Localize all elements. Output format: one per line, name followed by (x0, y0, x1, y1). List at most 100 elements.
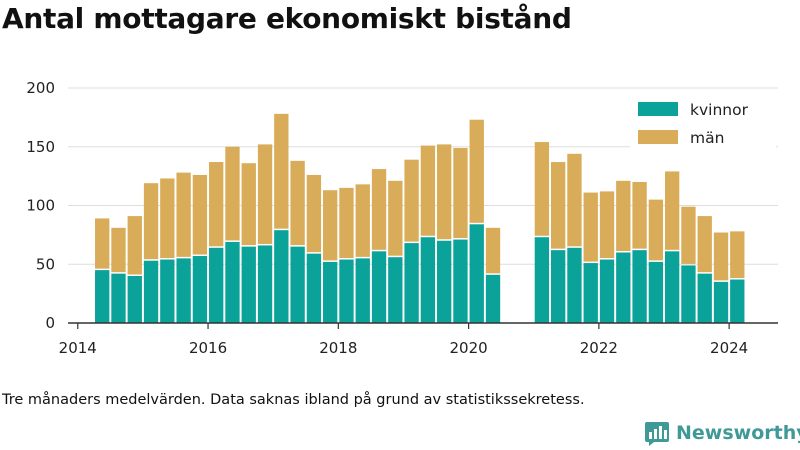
x-axis (68, 322, 778, 329)
bar-kvinnor (339, 259, 354, 323)
bar-kvinnor (616, 252, 631, 323)
bar-man (192, 174, 208, 255)
bar-kvinnor (192, 256, 208, 323)
legend-swatch (638, 102, 678, 116)
bar-kvinnor (534, 237, 550, 323)
bar-kvinnor (290, 246, 305, 323)
legend-label: män (690, 129, 724, 147)
bar-kvinnor (388, 257, 403, 323)
y-tick-label: 150 (26, 138, 55, 156)
bar-kvinnor (306, 253, 322, 323)
bar-kvinnor (567, 247, 582, 323)
bar-kvinnor (160, 259, 175, 323)
legend-label: kvinnor (690, 101, 749, 119)
bar-kvinnor (111, 273, 126, 323)
bar-man (388, 180, 403, 256)
x-tick-label: 2022 (580, 339, 618, 357)
bar-kvinnor (225, 241, 240, 323)
bar-kvinnor (143, 260, 159, 323)
bar-man (648, 199, 664, 261)
y-tick-label: 0 (45, 314, 55, 332)
bar-man (485, 227, 501, 274)
bar-kvinnor (485, 274, 501, 323)
bar-man (469, 119, 484, 223)
bar-man (632, 182, 647, 249)
bar-man (599, 191, 615, 259)
bar-kvinnor (420, 237, 436, 323)
bar-kvinnor (730, 279, 745, 323)
bar-kvinnor (713, 281, 729, 323)
bar-kvinnor (550, 250, 566, 323)
bar-man (274, 113, 289, 229)
y-tick-labels: 0 50 100 150 200 (26, 79, 55, 332)
x-tick-label: 2016 (189, 339, 227, 357)
bar-man (160, 178, 175, 259)
bar-kvinnor (355, 258, 370, 323)
bar-kvinnor (257, 245, 273, 323)
bar-kvinnor (274, 230, 289, 323)
bar-man (95, 218, 110, 269)
bar-man (306, 174, 322, 253)
bar-man (567, 153, 582, 247)
bar-man (550, 162, 566, 249)
y-tick-label: 100 (26, 197, 55, 215)
bar-man (404, 159, 419, 242)
bar-kvinnor (648, 261, 664, 323)
y-tick-label: 50 (36, 255, 55, 273)
bar-kvinnor (583, 263, 598, 323)
bar-man (323, 190, 338, 261)
bar-kvinnor (664, 251, 680, 323)
bar-man (583, 192, 598, 262)
bar-kvinnor (404, 243, 419, 323)
bar-man (225, 146, 240, 241)
bar-man (730, 231, 745, 279)
bar-kvinnor (176, 258, 191, 323)
legend-swatch (638, 130, 678, 144)
bar-man (143, 183, 159, 260)
bar-kvinnor (371, 251, 387, 323)
bar-man (355, 184, 370, 257)
bar-man (697, 216, 712, 273)
bar-man (290, 160, 305, 246)
bar-kvinnor (437, 240, 452, 323)
bar-man (371, 169, 387, 250)
bar-man (127, 216, 142, 275)
bar-kvinnor (95, 270, 110, 323)
bar-kvinnor (697, 273, 712, 323)
newsworthy-logo: Newsworthy (644, 420, 800, 446)
bar-kvinnor (632, 250, 647, 323)
bar-kvinnor (469, 224, 484, 323)
newsworthy-logo-text: Newsworthy (676, 422, 800, 444)
bar-kvinnor (127, 276, 142, 323)
stacked-bar-chart: 0 50 100 150 200 2014 2016 2018 2020 2022 2024 kv… (26, 79, 778, 357)
bar-man (437, 144, 452, 240)
bar-man (534, 142, 550, 236)
y-tick-label: 200 (26, 79, 55, 97)
bar-man (111, 227, 126, 273)
legend: kvinnor män (630, 96, 776, 150)
x-tick-label: 2024 (710, 339, 748, 357)
chart-title: Antal mottagare ekonomiskt bistånd (2, 2, 572, 35)
bar-man (176, 172, 191, 257)
bar-man (257, 144, 273, 244)
bar-kvinnor (599, 259, 615, 323)
bar-man (713, 232, 729, 281)
bar-kvinnor (241, 246, 256, 323)
bar-kvinnor (209, 247, 224, 323)
bar-kvinnor (323, 261, 338, 323)
bars (95, 113, 745, 323)
bar-man (616, 180, 631, 251)
bar-man (681, 206, 696, 264)
bar-man (209, 162, 224, 247)
x-tick-label: 2018 (319, 339, 357, 357)
bar-man (241, 163, 256, 246)
newsworthy-logo-icon (645, 422, 669, 446)
x-tick-label: 2014 (59, 339, 97, 357)
x-tick-labels: 2014 2016 2018 2020 2022 2024 (59, 339, 749, 357)
bar-man (420, 145, 436, 236)
bar-man (664, 171, 680, 250)
bar-man (339, 187, 354, 259)
chart-caption: Tre månaders medelvärden. Data saknas ib… (2, 392, 585, 408)
bar-kvinnor (453, 239, 468, 323)
bar-man (453, 147, 468, 239)
